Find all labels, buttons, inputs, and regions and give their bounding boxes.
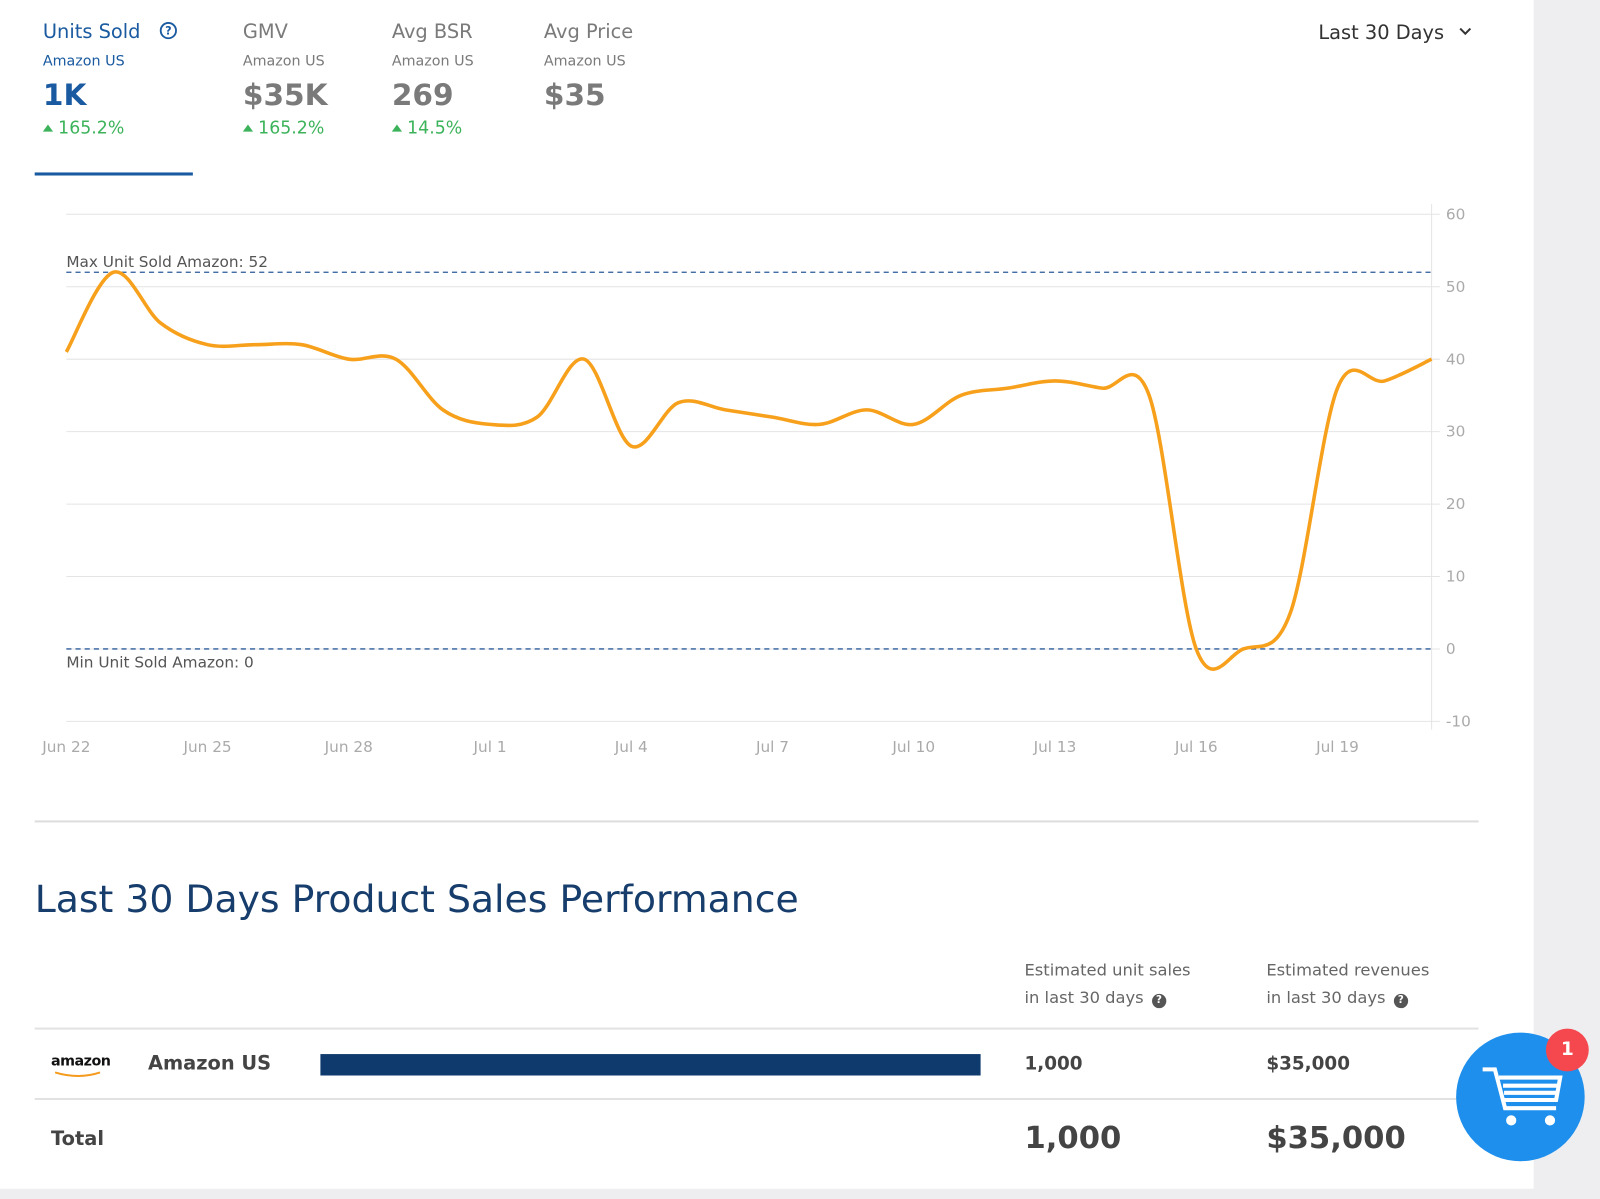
metric-change: 14.5% — [407, 118, 463, 139]
row-divider — [34, 1097, 1479, 1100]
y-tick-label: 30 — [1446, 423, 1465, 441]
y-tick-label: 10 — [1446, 568, 1465, 586]
row-divider — [34, 1027, 1479, 1030]
column-header: Estimated unit sales in last 30 days? — [1024, 956, 1191, 1011]
section-title: Last 30 Days Product Sales Performance — [34, 877, 799, 922]
total-label: Total — [51, 1127, 105, 1150]
metric-marketplace: Amazon US — [242, 53, 325, 70]
cart-icon — [1482, 1067, 1563, 1126]
column-header: Estimated revenues in last 30 days? — [1266, 956, 1429, 1011]
x-tick-label: Jul 1 — [473, 738, 507, 756]
metric-change: 165.2% — [258, 118, 325, 139]
header-line: Estimated revenues — [1266, 960, 1430, 980]
x-tick-label: Jul 13 — [1033, 738, 1077, 756]
active-underline — [34, 172, 193, 176]
metric-name: GMV — [242, 20, 288, 43]
share-bar — [320, 1054, 981, 1076]
row-units: 1,000 — [1024, 1053, 1083, 1075]
header-line: Estimated unit sales — [1024, 960, 1191, 980]
x-tick-label: Jul 16 — [1174, 738, 1218, 756]
amazon-smile — [54, 1071, 101, 1078]
metric-name: Avg BSR — [391, 20, 473, 43]
row-name: Amazon US — [147, 1052, 272, 1075]
x-tick-label: Jun 28 — [324, 738, 373, 756]
metric-tab[interactable]: Avg Price Amazon US $35 — [544, 20, 633, 112]
y-tick-label: 20 — [1446, 495, 1465, 513]
metric-value: 1K — [42, 77, 87, 113]
separator — [34, 820, 1479, 823]
chart: -10 0 10 20 30 40 50 60 Jun 22 Jun 25 Jun 28 Jul 1 J… — [41, 204, 1471, 756]
x-tick-label: Jun 22 — [41, 738, 90, 756]
metric-value: 269 — [391, 77, 454, 113]
header-line: in last 30 days — [1024, 987, 1144, 1008]
metric-value: $35K — [242, 77, 328, 113]
metric-tab[interactable]: Avg BSR Amazon US 269 14.5% — [391, 20, 474, 139]
total-revenue: $35,000 — [1266, 1120, 1406, 1157]
y-tick-label: 0 — [1446, 640, 1456, 658]
metric-change: 165.2% — [58, 118, 125, 139]
metric-marketplace: Amazon US — [42, 53, 125, 70]
dropdown-caret — [1459, 27, 1472, 36]
x-tick-label: Jul 4 — [614, 738, 648, 756]
help-icon[interactable]: ? — [159, 21, 177, 40]
x-tick-label: Jul 19 — [1315, 738, 1359, 756]
period-label: Last 30 Days — [1318, 21, 1445, 44]
amazon-logo: amazon — [51, 1053, 111, 1070]
metric-tab[interactable]: GMV Amazon US $35K 165.2% — [242, 20, 328, 139]
x-tick-label: Jun 25 — [182, 738, 231, 756]
help-icon[interactable]: ? — [1393, 993, 1408, 1009]
period-dropdown[interactable]: Last 30 Days — [1318, 21, 1472, 44]
row-revenue: $35,000 — [1266, 1053, 1350, 1075]
y-tick-label: 50 — [1446, 278, 1465, 296]
x-tick-label: Jul 7 — [755, 738, 789, 756]
reference-label: Max Unit Sold Amazon: 52 — [66, 253, 268, 271]
panel — [0, 0, 1534, 1189]
y-tick-label: -10 — [1446, 713, 1471, 731]
line — [64, 270, 1433, 671]
y-tick-label: 60 — [1446, 205, 1465, 223]
y-tick-label: 40 — [1446, 350, 1465, 368]
metric-name: Units Sold — [42, 20, 141, 43]
svg-text:?: ? — [165, 25, 172, 38]
metric-value: $35 — [543, 77, 606, 113]
cart-badge: 1 — [1545, 1028, 1589, 1072]
metric-name: Avg Price — [543, 20, 634, 43]
total-units: 1,000 — [1024, 1120, 1122, 1157]
header-line: in last 30 days — [1266, 987, 1386, 1008]
metric-marketplace: Amazon US — [543, 53, 626, 70]
metric-tab[interactable]: Units Sold ? Amazon US 1K 165.2% — [42, 20, 177, 139]
metric-marketplace: Amazon US — [391, 53, 474, 70]
reference-label: Min Unit Sold Amazon: 0 — [66, 653, 253, 671]
help-icon[interactable]: ? — [1151, 993, 1167, 1009]
x-tick-label: Jul 10 — [891, 738, 935, 756]
